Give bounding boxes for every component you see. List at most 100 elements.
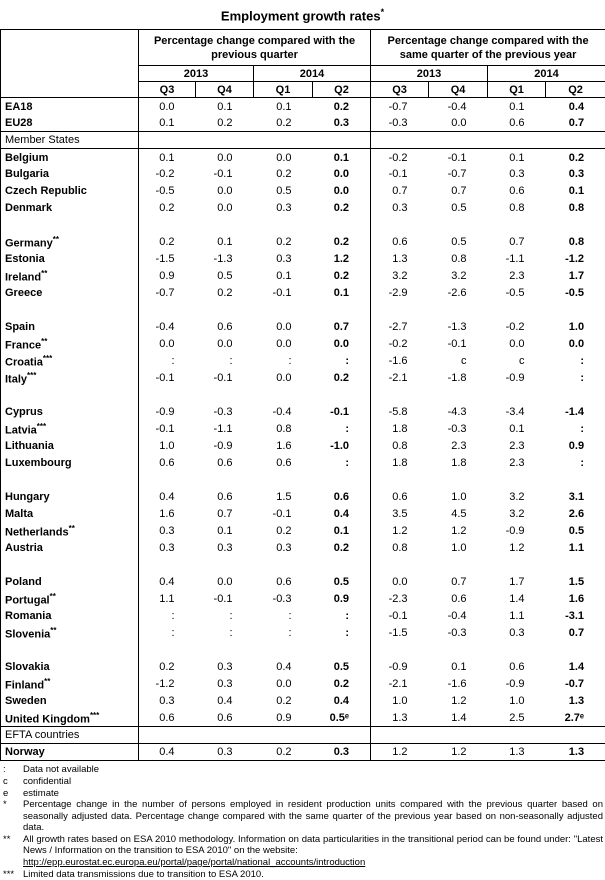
spacer-row [1, 472, 605, 489]
value-cell: 0.2 [139, 659, 196, 676]
value-cell: -0.5 [546, 285, 605, 302]
empty-cell [371, 217, 605, 234]
country-label: Malta [1, 506, 139, 523]
value-cell: 0.1 [313, 285, 371, 302]
quarter-header: Q4 [196, 82, 254, 98]
value-cell: 0.9 [313, 591, 371, 608]
spacer-row [1, 557, 605, 574]
country-footnote-marker: ** [50, 626, 56, 635]
value-cell: 0.3 [139, 693, 196, 710]
value-cell: 1.0 [488, 693, 546, 710]
value-cell: 1.3 [371, 251, 429, 268]
value-cell: -0.4 [429, 608, 488, 625]
value-cell: -0.1 [196, 370, 254, 387]
value-cell: 0.7 [546, 625, 605, 642]
value-cell: 0.6 [429, 591, 488, 608]
footnote-marker: ** [0, 834, 23, 869]
value-cell: -0.7 [546, 676, 605, 693]
value-cell: 0.0 [196, 200, 254, 217]
value-cell: 0.5 [313, 574, 371, 591]
value-cell: : [196, 608, 254, 625]
value-cell: -0.9 [196, 438, 254, 455]
value-cell: 0.1 [488, 149, 546, 166]
footnote-text: Data not available [23, 764, 605, 776]
value-cell: 0.3 [313, 744, 371, 761]
value-cell: 0.4 [139, 744, 196, 761]
value-cell: 1.6 [139, 506, 196, 523]
value-cell: -0.4 [254, 404, 313, 421]
title-footnote-marker: * [381, 7, 385, 17]
value-cell: 0.7 [429, 574, 488, 591]
value-cell: 3.2 [488, 506, 546, 523]
value-cell: -0.9 [139, 404, 196, 421]
value-cell: 0.5 [254, 183, 313, 200]
value-cell: 0.2 [196, 285, 254, 302]
country-label: France** [1, 336, 139, 353]
quarter-header: Q2 [546, 82, 605, 98]
value-cell: -1.5 [371, 625, 429, 642]
value-cell: c [488, 353, 546, 370]
value-cell: 0.6 [139, 455, 196, 472]
spacer-row [1, 302, 605, 319]
value-cell: -0.3 [196, 404, 254, 421]
country-label: Spain [1, 319, 139, 336]
value-cell: -0.1 [371, 608, 429, 625]
esa2010-link[interactable]: http://epp.eurostat.ec.europa.eu/portal/… [23, 857, 365, 868]
country-footnote-marker: *** [37, 422, 46, 431]
table-header: Percentage change compared with the prev… [1, 30, 605, 98]
value-cell: : [313, 625, 371, 642]
footnote-marker: : [0, 764, 23, 776]
value-cell: 0.1 [313, 149, 371, 166]
empty-cell [139, 557, 371, 574]
value-cell: -3.4 [488, 404, 546, 421]
value-cell: 2.3 [429, 438, 488, 455]
value-cell: 2.3 [488, 268, 546, 285]
value-cell: 0.8 [546, 234, 605, 251]
value-cell: 2.3 [488, 438, 546, 455]
value-cell: : [254, 608, 313, 625]
value-cell: 0.0 [313, 183, 371, 200]
value-cell: -0.3 [254, 591, 313, 608]
value-cell: -2.6 [429, 285, 488, 302]
value-cell: : [313, 353, 371, 370]
value-cell: 2.5 [488, 710, 546, 727]
spacer-cell [1, 472, 139, 489]
value-cell: -0.1 [196, 591, 254, 608]
footnote-marker: *** [0, 869, 23, 880]
value-cell: -3.1 [546, 608, 605, 625]
value-cell: 0.1 [254, 268, 313, 285]
section-label: EFTA countries [1, 727, 139, 744]
value-cell: : [313, 455, 371, 472]
country-label: Sweden [1, 693, 139, 710]
value-cell: 0.3 [371, 200, 429, 217]
value-cell: 1.0 [371, 693, 429, 710]
value-cell: 0.1 [139, 149, 196, 166]
value-cell: -0.9 [488, 676, 546, 693]
group-header-prev-year: Percentage change compared with the same… [371, 30, 605, 66]
value-cell: -0.1 [196, 166, 254, 183]
value-cell: 0.3 [254, 251, 313, 268]
country-footnote-marker: ** [69, 524, 75, 533]
value-cell: 0.1 [196, 234, 254, 251]
value-cell: 0.8 [488, 200, 546, 217]
value-cell: : [139, 625, 196, 642]
empty-cell [371, 557, 605, 574]
footnote-marker: e [0, 788, 23, 800]
value-cell: 3.1 [546, 489, 605, 506]
value-cell: -2.3 [371, 591, 429, 608]
year-header: 2014 [254, 66, 371, 82]
empty-cell [139, 132, 371, 149]
value-cell: 1.0 [546, 319, 605, 336]
country-label: Luxembourg [1, 455, 139, 472]
value-cell: 0.3 [488, 166, 546, 183]
country-label: Slovakia [1, 659, 139, 676]
value-cell: 0.5 [196, 268, 254, 285]
